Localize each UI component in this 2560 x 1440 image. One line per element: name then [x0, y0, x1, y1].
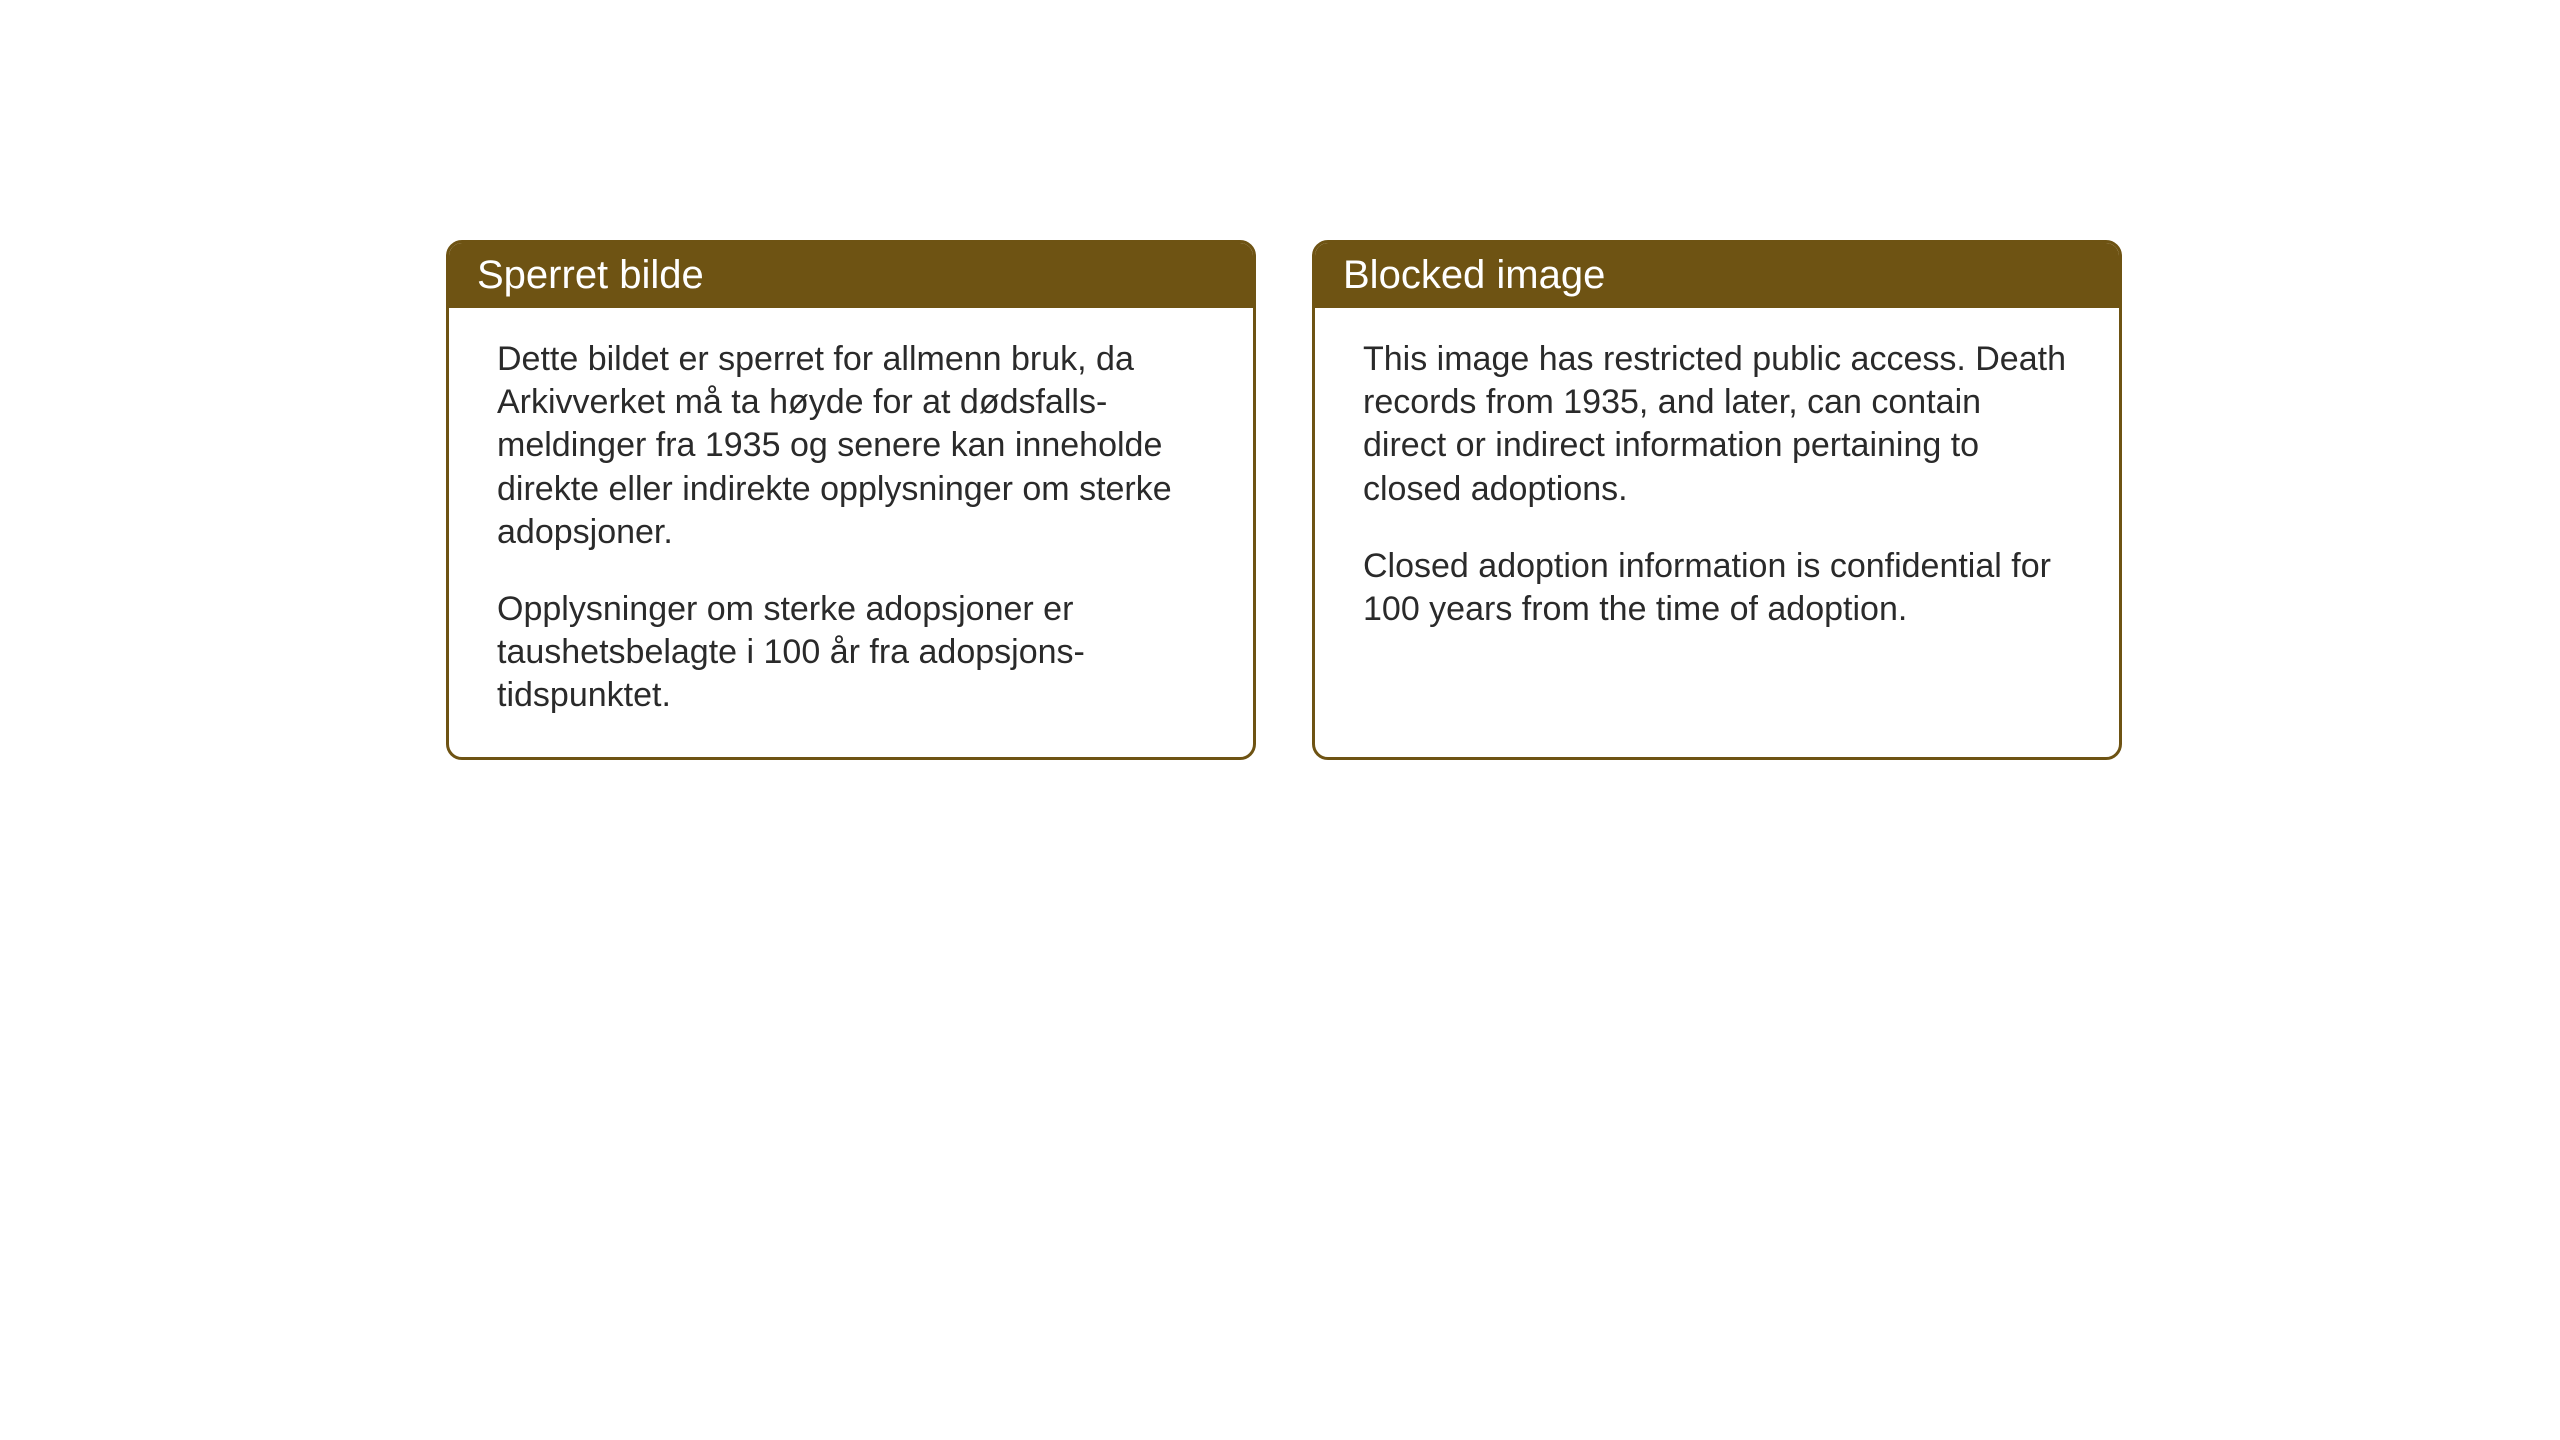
notice-card-english: Blocked image This image has restricted … [1312, 240, 2122, 760]
notice-card-norwegian: Sperret bilde Dette bildet er sperret fo… [446, 240, 1256, 760]
notice-header-norwegian: Sperret bilde [449, 243, 1253, 308]
notice-header-english: Blocked image [1315, 243, 2119, 308]
notice-paragraph: Opplysninger om sterke adopsjoner er tau… [497, 588, 1205, 718]
notice-paragraph: This image has restricted public access.… [1363, 338, 2071, 511]
notice-paragraph: Dette bildet er sperret for allmenn bruk… [497, 338, 1205, 554]
notice-container: Sperret bilde Dette bildet er sperret fo… [446, 240, 2122, 760]
notice-body-english: This image has restricted public access.… [1315, 308, 2119, 700]
notice-body-norwegian: Dette bildet er sperret for allmenn bruk… [449, 308, 1253, 757]
notice-paragraph: Closed adoption information is confident… [1363, 545, 2071, 631]
